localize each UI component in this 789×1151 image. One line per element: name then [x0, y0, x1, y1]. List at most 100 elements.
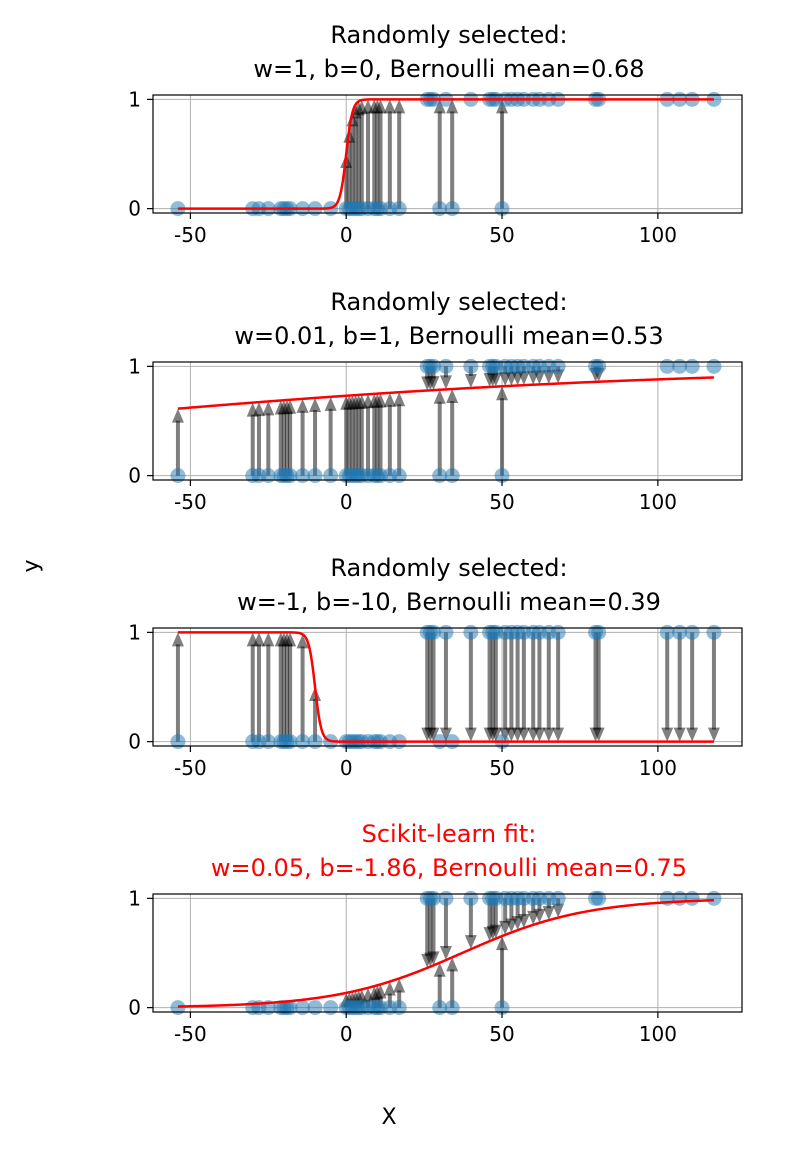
y-tick-label: 1	[128, 87, 141, 111]
data-point	[425, 358, 441, 374]
data-point	[391, 201, 407, 217]
residual-arrows	[171, 366, 605, 476]
subplot-title-line2: w=1, b=0, Bernoulli mean=0.68	[253, 55, 644, 83]
y-tick-label: 0	[128, 996, 141, 1020]
residual-arrow-head	[439, 375, 452, 390]
x-tick-label: 100	[639, 490, 677, 514]
residual-arrow-head	[374, 99, 387, 114]
data-point	[438, 358, 454, 374]
data-point	[591, 358, 607, 374]
data-point	[591, 624, 607, 640]
residual-arrows	[340, 898, 565, 1008]
residual-arrow-head	[296, 398, 309, 413]
x-tick-label: -50	[174, 1022, 207, 1046]
residual-arrow-head	[552, 727, 565, 742]
residual-arrow-head	[517, 913, 530, 928]
residual-arrow-head	[439, 946, 452, 961]
subplot-title-line1: Randomly selected:	[330, 21, 567, 49]
figure-xlabel: X	[381, 1105, 396, 1130]
residual-arrow-head	[383, 392, 396, 407]
residual-arrow-head	[374, 393, 387, 408]
data-point	[684, 624, 700, 640]
residual-arrow-head	[433, 962, 446, 977]
data-point	[706, 624, 722, 640]
x-tick-label: 50	[489, 490, 514, 514]
residual-arrow-head	[433, 389, 446, 404]
residual-arrows	[340, 99, 509, 209]
data-point	[438, 624, 454, 640]
residual-arrow-head	[383, 99, 396, 114]
data-point	[463, 624, 479, 640]
residual-arrow-head	[464, 935, 477, 950]
residual-arrow-head	[496, 99, 509, 114]
residual-arrow-head	[446, 957, 459, 972]
data-point	[672, 358, 688, 374]
data-point	[444, 1000, 460, 1016]
residual-arrow-head	[252, 632, 265, 647]
residual-arrow-head	[324, 396, 337, 411]
x-tick-label: 50	[489, 1022, 514, 1046]
data-point	[706, 890, 722, 906]
data-point	[659, 624, 675, 640]
data-point	[170, 1000, 186, 1016]
residual-arrow-head	[284, 399, 297, 414]
sigmoid-curve	[177, 376, 714, 410]
x-tick-label: 0	[340, 223, 353, 247]
data-point	[170, 734, 186, 750]
x-tick-label: -50	[174, 223, 207, 247]
data-point	[260, 734, 276, 750]
residual-arrow-head	[542, 369, 555, 384]
x-tick-label: 0	[340, 490, 353, 514]
data-point	[432, 1000, 448, 1016]
residual-arrow-head	[439, 727, 452, 742]
data-point	[307, 1000, 323, 1016]
data-point	[659, 358, 675, 374]
residual-arrow-head	[393, 99, 406, 114]
data-point	[444, 468, 460, 484]
residual-arrow-head	[284, 632, 297, 647]
data-point	[295, 468, 311, 484]
x-tick-label: 0	[340, 1022, 353, 1046]
residual-arrow-head	[489, 727, 502, 742]
data-point	[295, 734, 311, 750]
data-point	[432, 468, 448, 484]
data-point	[684, 358, 700, 374]
subplots: Randomly selected: w=1, b=0, Bernoulli me…	[128, 21, 743, 1046]
data-points	[170, 358, 722, 484]
data-point	[672, 624, 688, 640]
residual-arrow-head	[489, 372, 502, 387]
data-point	[494, 201, 510, 217]
residual-arrow-head	[427, 376, 440, 391]
data-point	[494, 1000, 510, 1016]
y-tick-label: 0	[128, 730, 141, 754]
data-point	[295, 1000, 311, 1016]
residual-arrow-head	[383, 981, 396, 996]
data-points	[170, 624, 722, 750]
subplot-1: Randomly selected: w=1, b=0, Bernoulli me…	[128, 21, 743, 247]
x-tick-label: -50	[174, 756, 207, 780]
y-tick-label: 0	[128, 197, 141, 221]
data-point	[425, 624, 441, 640]
residual-arrows	[171, 632, 720, 742]
subplot-title-line1: Randomly selected:	[330, 554, 567, 582]
data-point	[444, 201, 460, 217]
x-tick-label: -50	[174, 490, 207, 514]
data-point	[494, 468, 510, 484]
residual-arrow-head	[171, 408, 184, 423]
subplot-title-line2: w=0.01, b=1, Bernoulli mean=0.53	[234, 322, 663, 350]
x-tick-label: 50	[489, 756, 514, 780]
residual-arrow-head	[393, 978, 406, 993]
x-tick-label: 100	[639, 1022, 677, 1046]
residual-arrow-head	[533, 908, 546, 923]
sigmoid-curve	[177, 899, 714, 1008]
x-tick-label: 100	[639, 223, 677, 247]
residual-arrow-head	[533, 370, 546, 385]
plot-frame	[152, 627, 743, 747]
residual-arrow-head	[309, 397, 322, 412]
x-tick-label: 50	[489, 223, 514, 247]
residual-arrow-head	[171, 632, 184, 647]
plot-frame	[152, 893, 743, 1013]
data-point	[307, 734, 323, 750]
residual-arrow-head	[374, 984, 387, 999]
residual-arrow-head	[496, 936, 509, 951]
